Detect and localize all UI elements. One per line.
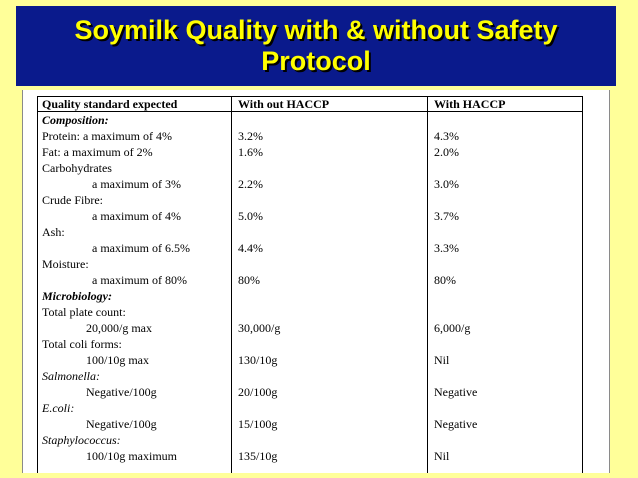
table-row: a maximum of 80% 80% 80%: [38, 272, 582, 288]
row-label: Microbiology:: [42, 289, 112, 303]
value-without-haccp: 15/100g: [238, 417, 278, 431]
row-label: a maximum of 80%: [92, 273, 187, 287]
row-label: a maximum of 3%: [92, 177, 181, 191]
header-without-haccp: With out HACCP: [238, 97, 330, 111]
table-row: Negative/100g 15/100g Negative: [38, 416, 582, 432]
row-label: Carbohydrates: [42, 161, 112, 175]
value-without-haccp: 4.4%: [238, 241, 263, 255]
value-without-haccp: 80%: [238, 273, 260, 287]
table-row: 20,000/g max 30,000/g 6,000/g: [38, 320, 582, 336]
slide-title: Soymilk Quality with & without Safety Pr…: [74, 15, 558, 76]
row-label: Total plate count:: [42, 305, 126, 319]
table-row: Carbohydrates: [38, 160, 582, 176]
row-label: Fat: a maximum of 2%: [42, 145, 153, 159]
value-without-haccp: 20/100g: [238, 385, 278, 399]
row-label: Protein: a maximum of 4%: [42, 129, 172, 143]
value-with-haccp: 4.3%: [434, 129, 459, 143]
table-row: Staphylococcus:: [38, 432, 582, 448]
value-with-haccp: Negative: [434, 417, 478, 431]
table-row: Protein: a maximum of 4% 3.2% 4.3%: [38, 128, 582, 144]
row-label: E.coli:: [42, 401, 75, 415]
row-label: a maximum of 6.5%: [92, 241, 190, 255]
row-label: Salmonella:: [42, 369, 100, 383]
row-label: Ash:: [42, 225, 65, 239]
value-with-haccp: Nil: [434, 449, 450, 463]
header-quality-standard: Quality standard expected: [42, 97, 178, 111]
table-panel: Quality standard expected With out HACCP…: [22, 90, 610, 473]
value-with-haccp: 6,000/g: [434, 321, 471, 335]
quality-table: Quality standard expected With out HACCP…: [37, 96, 583, 473]
value-without-haccp: 1.6%: [238, 145, 263, 159]
value-with-haccp: Nil: [434, 353, 450, 367]
table-row: Moisture:: [38, 256, 582, 272]
table-row: E.coli:: [38, 400, 582, 416]
table-row: Composition:: [38, 112, 582, 128]
table-row: a maximum of 3% 2.2% 3.0%: [38, 176, 582, 192]
header-with-haccp: With HACCP: [434, 97, 506, 111]
table-row: Total plate count:: [38, 304, 582, 320]
row-label: Negative/100g: [86, 417, 157, 431]
value-with-haccp: 2.0%: [434, 145, 459, 159]
table-row: Total coli forms:: [38, 336, 582, 352]
row-label: Moisture:: [42, 257, 89, 271]
title-bar: Soymilk Quality with & without Safety Pr…: [16, 6, 616, 86]
row-label: Staphylococcus:: [42, 433, 121, 447]
value-without-haccp: 2.2%: [238, 177, 263, 191]
value-with-haccp: Negative: [434, 385, 478, 399]
table-row: Negative/100g 20/100g Negative: [38, 384, 582, 400]
table-row: 100/10g max 130/10g Nil: [38, 352, 582, 368]
row-label: Crude Fibre:: [42, 193, 103, 207]
value-with-haccp: 80%: [434, 273, 456, 287]
value-with-haccp: 3.0%: [434, 177, 459, 191]
value-with-haccp: 3.7%: [434, 209, 459, 223]
table-row: Ash:: [38, 224, 582, 240]
row-label: 20,000/g max: [86, 321, 152, 335]
table-row: a maximum of 4% 5.0% 3.7%: [38, 208, 582, 224]
column-divider: [427, 97, 428, 473]
value-without-haccp: 5.0%: [238, 209, 263, 223]
value-with-haccp: 3.3%: [434, 241, 459, 255]
row-label: 100/10g maximum: [86, 449, 177, 463]
table-row: 100/10g maximum 135/10g Nil: [38, 448, 582, 464]
value-without-haccp: 135/10g: [238, 449, 278, 463]
table-row: Fat: a maximum of 2% 1.6% 2.0%: [38, 144, 582, 160]
row-label: 100/10g max: [86, 353, 149, 367]
value-without-haccp: 3.2%: [238, 129, 263, 143]
table-row: Crude Fibre:: [38, 192, 582, 208]
table-row: Salmonella:: [38, 368, 582, 384]
row-label: Negative/100g: [86, 385, 157, 399]
table-header: Quality standard expected With out HACCP…: [38, 97, 582, 112]
value-without-haccp: 130/10g: [238, 353, 278, 367]
row-label: a maximum of 4%: [92, 209, 181, 223]
row-label: Total coli forms:: [42, 337, 122, 351]
row-label: Composition:: [42, 113, 109, 127]
value-without-haccp: 30,000/g: [238, 321, 281, 335]
column-divider: [231, 97, 232, 473]
table-row: Microbiology:: [38, 288, 582, 304]
table-row: a maximum of 6.5% 4.4% 3.3%: [38, 240, 582, 256]
